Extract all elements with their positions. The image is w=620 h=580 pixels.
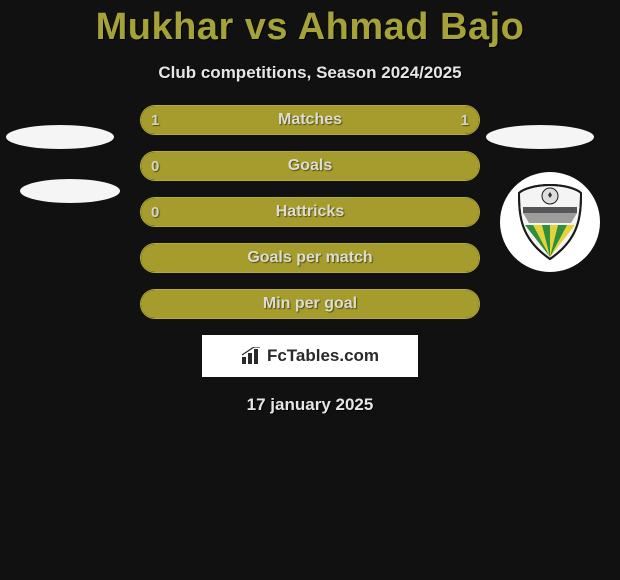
stat-row: Hattricks0	[140, 197, 480, 227]
page-title: Mukhar vs Ahmad Bajo	[0, 0, 620, 49]
stat-value-left: 0	[151, 152, 159, 180]
subtitle: Club competitions, Season 2024/2025	[0, 63, 620, 83]
bar-chart-icon	[241, 347, 263, 365]
brand-label: FcTables.com	[267, 346, 379, 366]
stat-row: Goals0	[140, 151, 480, 181]
stats-container: Matches11Goals0Hattricks0Goals per match…	[0, 105, 620, 319]
stat-value-right: 1	[461, 106, 469, 134]
stat-bar-left	[141, 198, 479, 226]
stat-bar-right	[310, 106, 479, 134]
date-label: 17 january 2025	[0, 395, 620, 415]
stat-bar-left	[141, 152, 479, 180]
stat-row: Min per goal	[140, 289, 480, 319]
stat-bar-left	[141, 290, 479, 318]
brand-attribution: FcTables.com	[202, 335, 418, 377]
stat-bar-left	[141, 106, 310, 134]
stat-value-left: 0	[151, 198, 159, 226]
stat-bar-left	[141, 244, 479, 272]
stat-value-left: 1	[151, 106, 159, 134]
stat-row: Goals per match	[140, 243, 480, 273]
stat-row: Matches11	[140, 105, 480, 135]
